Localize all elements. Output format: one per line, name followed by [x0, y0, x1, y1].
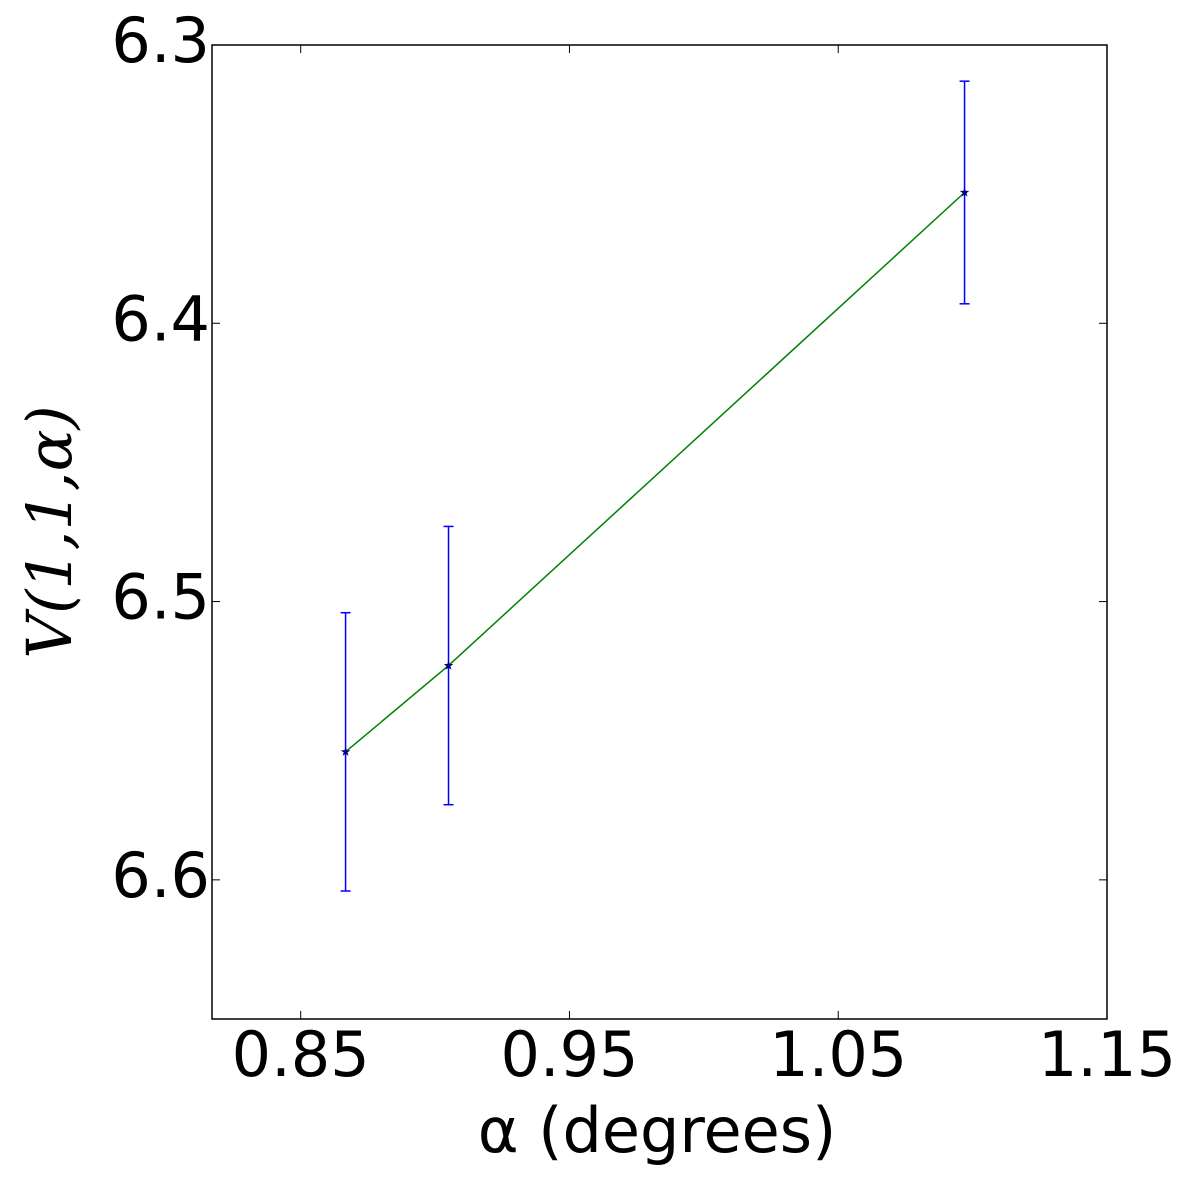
y-tick-label: 6.4: [111, 282, 210, 355]
marker: [443, 660, 454, 670]
y-tick-label: 6.5: [111, 561, 210, 634]
x-tick-label: 1.05: [769, 1018, 907, 1091]
x-axis-label: α (degrees): [478, 1094, 837, 1167]
marker: [340, 746, 351, 756]
y-tick-label: 6.6: [111, 839, 210, 912]
marker: [959, 187, 970, 197]
x-tick-label: 0.85: [232, 1018, 370, 1091]
x-tick-label: 0.95: [500, 1018, 638, 1091]
x-tick-label: 1.15: [1038, 1018, 1176, 1091]
y-tick-label: 6.3: [111, 4, 210, 77]
plot-frame: [211, 44, 1108, 1020]
y-axis-label: V(1,1,α): [13, 405, 86, 658]
line: [345, 191, 966, 753]
